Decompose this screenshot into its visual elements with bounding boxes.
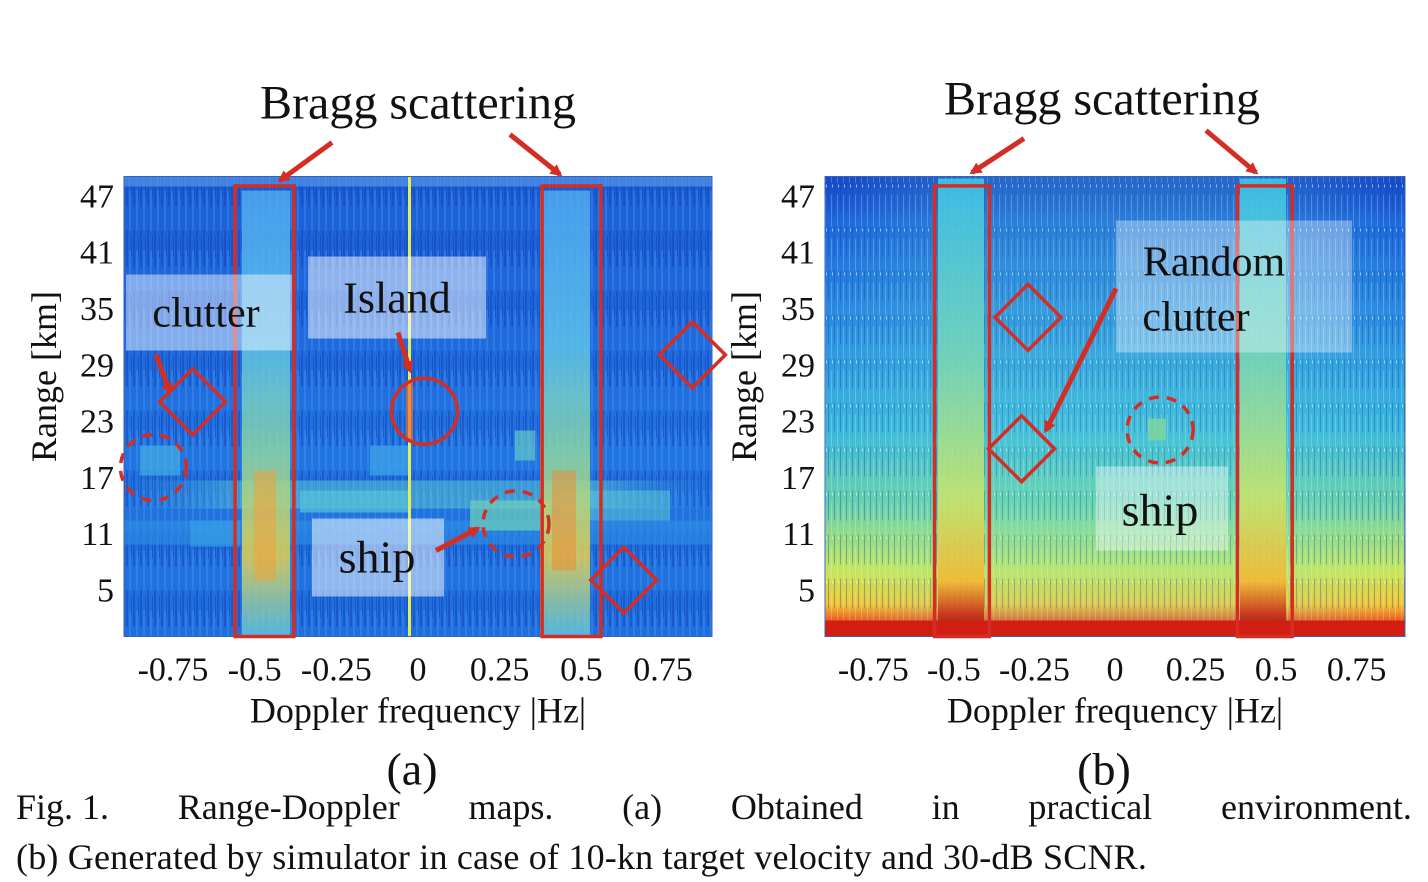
- annotation-island: Island: [343, 274, 451, 323]
- clutter-arrow-a: [153, 353, 173, 396]
- bragg-arrow-b-left: [969, 136, 1026, 175]
- clutter-arrow-b: [1043, 287, 1119, 434]
- y-tick-label: 17: [781, 460, 815, 497]
- markers-b: [932, 184, 1294, 639]
- annotation-arrows-a: [153, 331, 481, 553]
- bragg-arrow-b-right: [1204, 128, 1259, 175]
- caption-word: maps.: [468, 787, 554, 827]
- y-axis-label: Range [km]: [24, 291, 64, 462]
- heatmap-a: [124, 176, 712, 637]
- x-tick-label: 0.75: [633, 652, 693, 689]
- y-tick-label: 5: [798, 573, 815, 610]
- y-tick-label: 11: [782, 516, 815, 553]
- bragg-arrow-a-right: [508, 132, 563, 177]
- annotation-clutter-a: clutter: [152, 291, 259, 337]
- axes-a: -0.75 -0.5 -0.25 0 0.25 0.5 0.75 47 41 35 29 23 17 11…: [24, 176, 713, 731]
- x-tick-label: -0.5: [927, 652, 981, 689]
- caption-line-2: (b) Generated by simulator in case of 10…: [16, 837, 1148, 877]
- annotation-ship-b: ship: [1122, 485, 1199, 536]
- plot-frame: [123, 176, 713, 637]
- y-tick-label: 47: [80, 178, 114, 215]
- top-label-b: Bragg scattering: [944, 73, 1260, 126]
- clutter-label-box-b: [1116, 220, 1352, 353]
- x-tick-label: -0.75: [138, 652, 209, 689]
- caption-word: environment.: [1220, 787, 1412, 827]
- bragg-arrows: [277, 128, 1259, 183]
- y-tick-label: 41: [80, 235, 114, 272]
- x-tick-label: -0.75: [838, 652, 909, 689]
- bragg-box: [233, 184, 296, 639]
- markers-a: [118, 184, 728, 639]
- y-axis-label: Range [km]: [724, 291, 764, 462]
- annotation-clutter-b: clutter: [1142, 295, 1249, 341]
- y-tick-label: 23: [80, 404, 114, 441]
- top-label-a: Bragg scattering: [260, 77, 576, 130]
- ship-arrow-a: [434, 526, 481, 553]
- clutter-diamond: [986, 413, 1058, 485]
- x-tick-label: 0: [410, 652, 427, 689]
- heatmap-b: [825, 176, 1405, 637]
- caption-word: Fig. 1.: [16, 787, 110, 827]
- clutter-diamond: [656, 319, 728, 391]
- panel-b: -0.75 -0.5 -0.25 0 0.25 0.5 0.75 47 41 35 29 23 17 11…: [724, 176, 1406, 731]
- plot-frame: [824, 176, 1406, 637]
- panel-label-b: (b): [1077, 744, 1131, 795]
- x-tick-label: 0.5: [560, 652, 603, 689]
- x-tick-label: -0.5: [228, 652, 282, 689]
- ship-label-box-b: [1096, 466, 1228, 551]
- ship-circle: [481, 489, 551, 559]
- x-tick-label: 0.25: [470, 652, 530, 689]
- ship-circle: [118, 432, 189, 503]
- annotation-ship-a: ship: [339, 532, 416, 583]
- x-axis-label: Doppler frequency |Hz|: [947, 691, 1283, 731]
- caption-word: practical: [1028, 787, 1153, 827]
- x-tick-label: -0.25: [301, 652, 372, 689]
- annotation-random-b: Random: [1143, 240, 1286, 286]
- y-tick-label: 29: [80, 347, 114, 384]
- clutter-diamond: [992, 281, 1064, 353]
- y-tick-label: 11: [81, 516, 114, 553]
- island-label-box: [308, 256, 486, 339]
- x-tick-label: 0.5: [1255, 652, 1298, 689]
- panel-a: -0.75 -0.5 -0.25 0 0.25 0.5 0.75 47 41 35 29 23 17 11…: [24, 176, 728, 731]
- x-tick-label: -0.25: [999, 652, 1070, 689]
- bragg-box: [932, 184, 992, 639]
- ship-label-box-a: [312, 518, 444, 597]
- y-tick-label: 35: [80, 291, 114, 328]
- axes-b: -0.75 -0.5 -0.25 0 0.25 0.5 0.75 47 41 35 29 23 17 11…: [724, 176, 1406, 731]
- bragg-box: [1235, 184, 1294, 639]
- figure-caption: Fig. 1. Range-Doppler maps. (a) Obtained in pr…: [16, 782, 1412, 882]
- y-tick-label: 5: [97, 573, 114, 610]
- ship-circle: [1125, 395, 1195, 465]
- clutter-diamond: [588, 544, 660, 616]
- caption-line-1: Fig. 1. Range-Doppler maps. (a) Obtained in pr…: [16, 782, 1412, 832]
- bragg-box: [540, 184, 603, 639]
- x-axis-label: Doppler frequency |Hz|: [250, 691, 586, 731]
- annotation-arrows-b: [1043, 287, 1119, 434]
- y-tick-label: 35: [781, 291, 815, 328]
- y-tick-label: 17: [80, 460, 114, 497]
- island-circle: [389, 376, 460, 446]
- island-arrow: [395, 331, 414, 374]
- caption-word: in: [931, 787, 960, 827]
- clutter-label-box-a: [126, 274, 292, 351]
- bragg-arrow-a-left: [277, 140, 334, 183]
- x-tick-label: 0.25: [1166, 652, 1226, 689]
- x-tick-label: 0: [1107, 652, 1124, 689]
- caption-word: (a): [622, 787, 663, 827]
- y-tick-label: 29: [781, 347, 815, 384]
- panel-label-a: (a): [386, 744, 437, 795]
- caption-word: Range-Doppler: [177, 787, 400, 827]
- x-tick-label: 0.75: [1327, 652, 1387, 689]
- y-tick-label: 47: [781, 178, 815, 215]
- caption-word: Obtained: [730, 787, 863, 827]
- y-tick-label: 41: [781, 235, 815, 272]
- y-tick-label: 23: [781, 404, 815, 441]
